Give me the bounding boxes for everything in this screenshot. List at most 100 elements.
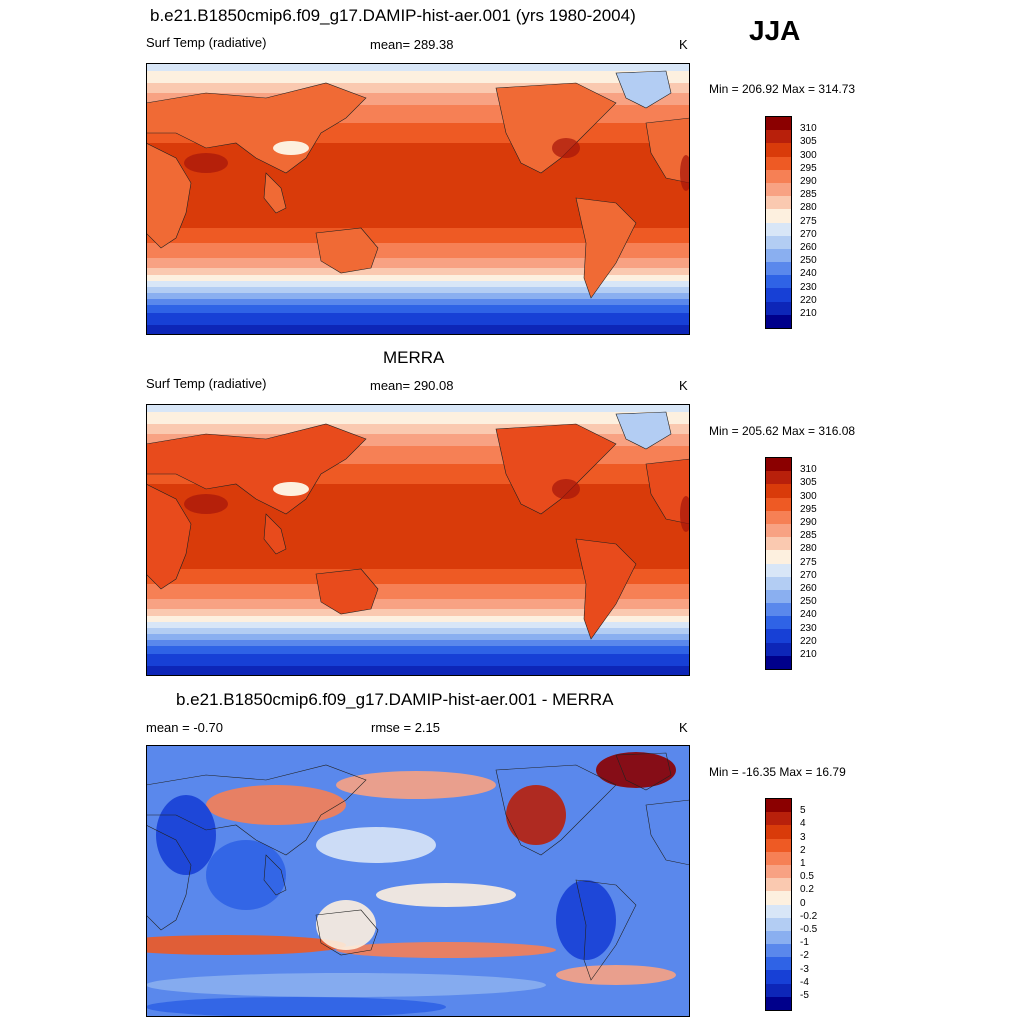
colorbar-swatch [766, 550, 791, 564]
colorbar-swatch [766, 996, 791, 1010]
colorbar-tick-label: 250 [800, 255, 817, 267]
colorbar-tick-label: 295 [800, 503, 817, 515]
colorbar-swatch [766, 851, 791, 865]
colorbar-tick-label: 275 [800, 215, 817, 227]
colorbar-tick-label: 275 [800, 556, 817, 568]
panel-3-minmax: Min = -16.35 Max = 16.79 [709, 765, 846, 779]
panel-2-colorbar [765, 457, 792, 671]
colorbar-swatch [766, 523, 791, 538]
panel-1-mean-label: mean= 289.38 [370, 37, 454, 52]
colorbar-swatch [766, 143, 791, 157]
panel-3-title: b.e21.B1850cmip6.f09_g17.DAMIP-hist-aer.… [176, 690, 614, 709]
colorbar-tick-label: 210 [800, 308, 817, 319]
colorbar-tick-label: 230 [800, 281, 817, 293]
map-field [146, 745, 690, 1017]
colorbar-swatch [766, 301, 791, 315]
colorbar-tick-label: 220 [800, 294, 817, 306]
colorbar-tick-label: 2 [800, 844, 806, 856]
colorbar-tick-label: 0.5 [800, 871, 814, 883]
colorbar-swatch [766, 576, 791, 590]
colorbar-swatch [766, 458, 791, 472]
colorbar-tick-label: 280 [800, 543, 817, 555]
colorbar-swatch [766, 497, 791, 511]
colorbar-tick-label: 280 [800, 202, 817, 214]
colorbar-tick-label: 210 [800, 649, 817, 660]
colorbar-swatch [766, 182, 791, 197]
colorbar-tick-label: 240 [800, 609, 817, 621]
panel-3-map [146, 745, 690, 1017]
colorbar-swatch [766, 484, 791, 498]
colorbar-tick-label: 4 [800, 818, 806, 830]
colorbar-swatch [766, 314, 791, 328]
colorbar-swatch [766, 917, 791, 931]
colorbar-swatch [766, 563, 791, 577]
colorbar-tick-label: 250 [800, 596, 817, 608]
colorbar-swatch [766, 655, 791, 669]
panel-2-variable-label: Surf Temp (radiative) [146, 376, 267, 391]
colorbar-tick-label: 5 [800, 805, 806, 817]
colorbar-tick-label: 305 [800, 477, 817, 489]
colorbar-swatch [766, 471, 791, 485]
panel-3-units: K [679, 720, 688, 735]
colorbar-tick-label: 260 [800, 583, 817, 594]
panel-2-map [146, 404, 690, 676]
colorbar-swatch [766, 812, 791, 826]
colorbar-swatch [766, 944, 791, 958]
colorbar-swatch [766, 209, 791, 223]
colorbar-tick-label: 240 [800, 268, 817, 280]
colorbar-tick-label: -3 [800, 963, 809, 975]
panel-1-variable-label: Surf Temp (radiative) [146, 35, 267, 50]
colorbar-swatch [766, 248, 791, 263]
panel-1-title: b.e21.B1850cmip6.f09_g17.DAMIP-hist-aer.… [150, 6, 636, 25]
panel-3-rmse-label: rmse = 2.15 [371, 720, 441, 735]
colorbar-tick-label: 285 [800, 530, 817, 542]
colorbar-swatch [766, 616, 791, 630]
colorbar-tick-label: 0 [800, 897, 806, 909]
colorbar-swatch [766, 957, 791, 971]
colorbar-swatch [766, 222, 791, 236]
colorbar-swatch [766, 275, 791, 289]
colorbar-tick-label: 285 [800, 189, 817, 201]
panel-3-colorbar [765, 798, 792, 1012]
panel-1-colorbar [765, 116, 792, 330]
colorbar-tick-label: 260 [800, 242, 817, 253]
colorbar-swatch [766, 970, 791, 984]
colorbar-tick-label: -1 [800, 937, 809, 949]
colorbar-swatch [766, 878, 791, 892]
colorbar-swatch [766, 825, 791, 839]
colorbar-tick-label: -4 [800, 976, 809, 988]
colorbar-tick-label: -2 [800, 950, 809, 962]
colorbar-tick-label: -5 [800, 990, 809, 1001]
season-label: JJA [749, 15, 801, 46]
colorbar-swatch [766, 510, 791, 524]
colorbar-tick-label: 310 [800, 464, 817, 476]
colorbar-swatch [766, 799, 791, 813]
colorbar-swatch [766, 629, 791, 643]
colorbar-swatch [766, 983, 791, 997]
map-field [146, 63, 690, 335]
colorbar-tick-label: 3 [800, 831, 806, 843]
colorbar-tick-label: 270 [800, 228, 817, 240]
colorbar-tick-label: 230 [800, 622, 817, 634]
panel-3-mean-label: mean = -0.70 [146, 720, 223, 735]
colorbar-swatch [766, 838, 791, 852]
colorbar-swatch [766, 169, 791, 183]
colorbar-swatch [766, 642, 791, 656]
colorbar-tick-label: -0.2 [800, 910, 818, 922]
panel-2-minmax: Min = 205.62 Max = 316.08 [709, 424, 856, 438]
panel-2-title: MERRA [383, 348, 445, 367]
colorbar-swatch [766, 864, 791, 879]
colorbar-tick-label: 295 [800, 162, 817, 174]
colorbar-swatch [766, 130, 791, 144]
colorbar-tick-label: 310 [800, 123, 817, 135]
colorbar-tick-label: 290 [800, 517, 817, 528]
colorbar-swatch [766, 288, 791, 302]
colorbar-tick-label: -0.5 [800, 924, 818, 935]
colorbar-tick-label: 1 [800, 858, 806, 869]
map-field [146, 404, 690, 676]
colorbar-swatch [766, 904, 791, 918]
colorbar-swatch [766, 589, 791, 604]
panel-1-units: K [679, 37, 688, 52]
colorbar-swatch [766, 537, 791, 551]
colorbar-swatch [766, 891, 791, 905]
